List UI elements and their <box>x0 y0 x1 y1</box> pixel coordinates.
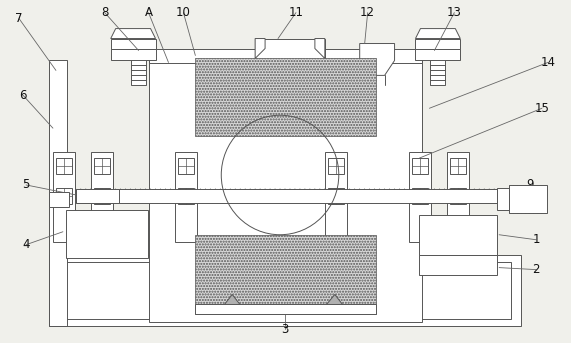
Bar <box>195 305 376 315</box>
Bar <box>195 235 376 315</box>
Polygon shape <box>320 295 349 312</box>
Polygon shape <box>111 38 155 48</box>
Bar <box>56 158 72 174</box>
Polygon shape <box>416 38 460 48</box>
Polygon shape <box>315 38 325 58</box>
Bar <box>76 189 119 203</box>
Polygon shape <box>218 295 246 312</box>
Polygon shape <box>416 48 460 85</box>
Bar <box>409 152 432 242</box>
Text: 2: 2 <box>532 263 540 276</box>
Bar <box>56 188 72 204</box>
Text: 6: 6 <box>19 89 27 102</box>
Bar <box>49 60 67 327</box>
Text: 3: 3 <box>282 323 289 336</box>
Text: 4: 4 <box>22 238 30 251</box>
Text: 12: 12 <box>360 6 375 19</box>
Bar <box>447 152 469 242</box>
Text: 8: 8 <box>101 6 108 19</box>
Bar <box>255 38 325 60</box>
Bar <box>420 255 497 275</box>
Text: 13: 13 <box>447 6 462 19</box>
Bar <box>412 188 428 204</box>
Bar <box>328 188 344 204</box>
Polygon shape <box>416 28 460 38</box>
Bar <box>509 185 547 213</box>
Text: 1: 1 <box>532 233 540 246</box>
Bar <box>175 152 198 242</box>
Bar <box>195 58 376 136</box>
Bar <box>148 48 423 63</box>
Text: 15: 15 <box>534 102 549 115</box>
Polygon shape <box>360 44 395 75</box>
Bar <box>420 215 497 255</box>
Bar <box>412 158 428 174</box>
Bar <box>91 152 112 242</box>
Bar <box>451 158 467 174</box>
Bar <box>497 188 509 210</box>
Text: 9: 9 <box>526 178 534 191</box>
Bar <box>59 262 511 319</box>
Bar <box>178 158 194 174</box>
Bar <box>76 189 497 203</box>
Bar <box>148 58 423 322</box>
Bar <box>49 192 69 207</box>
Bar <box>49 255 521 327</box>
Bar <box>178 188 194 204</box>
Polygon shape <box>255 38 265 58</box>
Text: 5: 5 <box>22 178 30 191</box>
Text: 7: 7 <box>15 12 23 25</box>
Text: 10: 10 <box>176 6 191 19</box>
Bar <box>328 158 344 174</box>
Polygon shape <box>111 28 155 38</box>
Bar <box>66 210 147 258</box>
Bar <box>94 188 110 204</box>
Polygon shape <box>111 48 155 85</box>
Text: 11: 11 <box>288 6 303 19</box>
Bar <box>325 152 347 242</box>
Bar <box>94 158 110 174</box>
Bar <box>53 152 75 242</box>
Text: 14: 14 <box>540 56 556 69</box>
Bar <box>451 188 467 204</box>
Text: A: A <box>144 6 152 19</box>
